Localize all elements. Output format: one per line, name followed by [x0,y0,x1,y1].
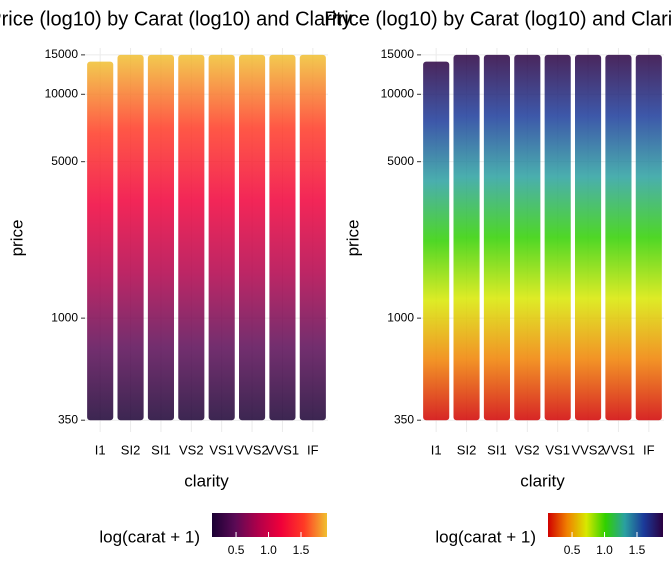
y-tick-label: 350 [58,412,78,426]
y-axis-label: price [343,220,362,257]
strip [269,54,296,421]
strip [299,54,326,421]
x-tick-label: IF [643,442,655,457]
x-axis-label: clarity [184,471,229,490]
legend-tick-label: 1.5 [629,543,646,557]
strip [605,54,632,421]
y-tick-label: 5000 [387,154,414,168]
x-tick-label: VVS2 [235,442,268,457]
legend-tick-label: 1.5 [293,543,310,557]
x-tick-label: VS2 [515,442,540,457]
strip [635,54,662,421]
legend-tick-label: 0.5 [228,543,245,557]
strip [483,54,510,421]
x-tick-label: VS2 [179,442,204,457]
x-tick-label: VS1 [545,442,570,457]
y-tick-label: 350 [394,412,414,426]
colorbar [212,513,327,537]
y-tick-label: 15000 [45,47,79,61]
x-tick-label: SI1 [487,442,507,457]
strip [117,54,144,421]
x-tick-label: VS1 [209,442,234,457]
legend-title: log(carat + 1) [99,527,200,546]
x-axis-label: clarity [520,471,565,490]
legend-tick-label: 1.0 [260,543,277,557]
y-tick-label: 1000 [51,310,78,324]
x-tick-label: I1 [95,442,106,457]
strip [544,54,571,421]
strip [423,61,450,421]
x-tick-label: VVS1 [266,442,299,457]
legend-tick-label: 0.5 [564,543,581,557]
strip [453,54,480,421]
x-tick-label: SI1 [151,442,171,457]
y-tick-label: 5000 [51,154,78,168]
x-tick-label: I1 [431,442,442,457]
strip [239,54,266,421]
y-tick-label: 10000 [381,86,415,100]
x-tick-label: VVS1 [602,442,635,457]
chart-title: Price (log10) by Carat (log10) and Clari… [324,8,672,30]
strip [87,61,114,421]
strip [178,54,205,421]
x-tick-label: SI2 [121,442,141,457]
x-tick-label: VVS2 [571,442,604,457]
legend-title: log(carat + 1) [435,527,536,546]
legend-tick-label: 1.0 [596,543,613,557]
strip [575,54,602,421]
strip [514,54,541,421]
y-tick-label: 10000 [45,86,79,100]
strip [208,54,235,421]
y-tick-label: 15000 [381,47,415,61]
y-tick-label: 1000 [387,310,414,324]
x-tick-label: IF [307,442,319,457]
x-tick-label: SI2 [457,442,477,457]
strip [147,54,174,421]
colorbar [548,513,663,537]
chart-title: Price (log10) by Carat (log10) and Clari… [0,8,352,30]
y-axis-label: price [7,220,26,257]
